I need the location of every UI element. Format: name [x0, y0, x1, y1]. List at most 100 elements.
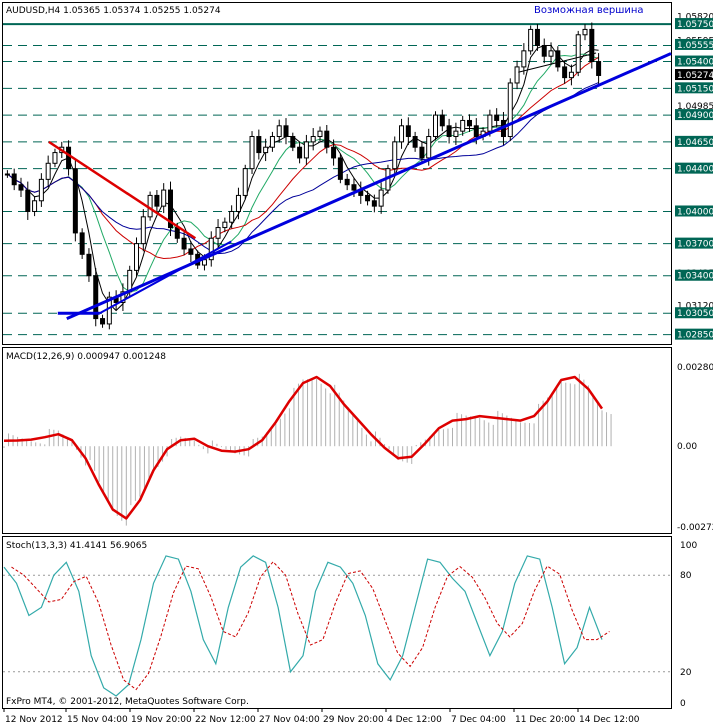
candle-body-40 [276, 125, 282, 138]
candle-body-64 [439, 114, 445, 127]
candle-body-84 [575, 34, 581, 73]
candle-body-87 [596, 61, 602, 76]
candle-body-24 [167, 189, 173, 229]
candle-body-60 [412, 136, 418, 148]
stoch-axis-label-1: 80 [680, 571, 692, 581]
time-label-3: 22 Nov 12:00 [195, 715, 256, 725]
candle-body-82 [562, 66, 568, 79]
macd-axis-label-2: -0.00272 [677, 523, 713, 533]
candle-body-65 [446, 125, 452, 138]
macd-signal-line [3, 375, 604, 520]
candle-body-58 [399, 125, 405, 143]
candle-body-67 [460, 119, 466, 132]
support-trendline [66, 52, 672, 320]
candle-body-71 [487, 114, 493, 132]
price-label-6: 1.05150 [677, 84, 713, 94]
candle-body-80 [548, 50, 554, 57]
candle-body-57 [392, 141, 398, 170]
candle-body-10 [72, 168, 78, 234]
price-label-box-12 [675, 237, 713, 249]
ma-blue-line [7, 82, 599, 255]
stoch-axis-label-0: 100 [680, 541, 697, 551]
candle-body-20 [140, 216, 146, 245]
stoch-main-line [3, 555, 603, 697]
stoch-signal-line [11, 561, 610, 691]
price-label-3: 1.05555 [677, 41, 713, 51]
symbol-title: AUDUSD,H4 1.05365 1.05374 1.05255 1.0527… [6, 6, 221, 16]
candle-body-39 [269, 136, 275, 148]
price-label-box-9 [675, 135, 713, 147]
candles [4, 22, 602, 330]
candle-body-78 [534, 28, 540, 46]
price-label-box-3 [675, 38, 713, 50]
price-label-box-16 [675, 307, 713, 319]
candle-body-31 [215, 227, 221, 239]
candle-body-61 [419, 146, 425, 159]
price-label-4: 1.05400 [677, 58, 713, 68]
candle-body-55 [378, 189, 384, 207]
time-axis: 12 Nov 2012 15 Nov 04:00 19 Nov 20:00 22 No… [3, 708, 640, 725]
candle-body-12 [86, 253, 92, 277]
stoch-label: Stoch(13,3,3) 41.4141 56.9065 [6, 541, 147, 551]
candle-body-48 [331, 146, 337, 159]
candle-body-19 [134, 243, 140, 271]
candle-body-29 [201, 259, 207, 266]
time-label-5: 29 Nov 20:00 [323, 715, 384, 725]
time-label-0: 12 Nov 2012 [5, 715, 63, 725]
candle-body-47 [324, 130, 330, 148]
candle-body-46 [317, 130, 323, 138]
candle-body-35 [242, 168, 248, 196]
candle-body-9 [66, 146, 72, 170]
candle-body-63 [433, 114, 439, 138]
time-label-1: 15 Nov 04:00 [67, 715, 128, 725]
time-label-8: 11 Dec 20:00 [515, 715, 576, 725]
candle-body-53 [365, 194, 371, 202]
candle-body-27 [188, 248, 194, 255]
annotation-label: Возможная вершина [534, 5, 644, 16]
candle-body-41 [283, 125, 289, 138]
price-label-14: 1.03400 [677, 272, 713, 282]
price-axis: 1.058201.057501.055951.055551.054001.052… [675, 13, 713, 341]
top-channel-line [518, 52, 597, 73]
candle-body-69 [473, 125, 479, 138]
candle-body-51 [351, 184, 357, 191]
price-label-10: 1.04400 [677, 165, 713, 175]
price-label-box-8 [675, 109, 713, 121]
price-label-0: 1.05820 [677, 13, 713, 23]
candle-body-17 [120, 291, 126, 304]
time-label-2: 19 Nov 20:00 [131, 715, 192, 725]
stoch-lines [3, 555, 610, 697]
candle-body-4 [32, 200, 38, 212]
candle-body-86 [589, 28, 595, 63]
stoch-levels [3, 574, 671, 673]
candle-body-32 [222, 221, 228, 229]
candle-body-2 [18, 184, 24, 191]
price-label-box-11 [675, 205, 713, 217]
horizontal-levels [3, 23, 671, 336]
candle-body-54 [371, 200, 377, 207]
macd-panel [2, 347, 672, 534]
ma-black-line [7, 45, 599, 312]
macd-label: MACD(12,26,9) 0.000947 0.001248 [6, 352, 166, 362]
time-label-9: 14 Dec 12:00 [579, 715, 640, 725]
price-label-7: 1.04985 [677, 102, 713, 112]
candle-body-5 [38, 178, 44, 202]
trendlines [48, 52, 672, 320]
candle-body-83 [568, 71, 574, 79]
candle-body-3 [25, 189, 31, 212]
candle-body-18 [127, 269, 133, 293]
candle-body-77 [528, 28, 534, 52]
macd-axis-label-0: 0.00280 [677, 363, 713, 373]
price-label-17: 1.02850 [677, 331, 713, 341]
candle-body-50 [344, 178, 350, 186]
candle-body-66 [453, 130, 459, 138]
current-price-box [675, 69, 713, 81]
candle-body-42 [290, 136, 296, 148]
candle-body-13 [93, 275, 99, 320]
price-label-12: 1.03700 [677, 240, 713, 250]
candle-body-1 [11, 173, 17, 186]
stoch-axis-label-2: 20 [680, 668, 692, 678]
price-label-11: 1.04000 [677, 207, 713, 217]
candle-body-22 [154, 194, 160, 207]
stoch-panel [2, 536, 672, 709]
